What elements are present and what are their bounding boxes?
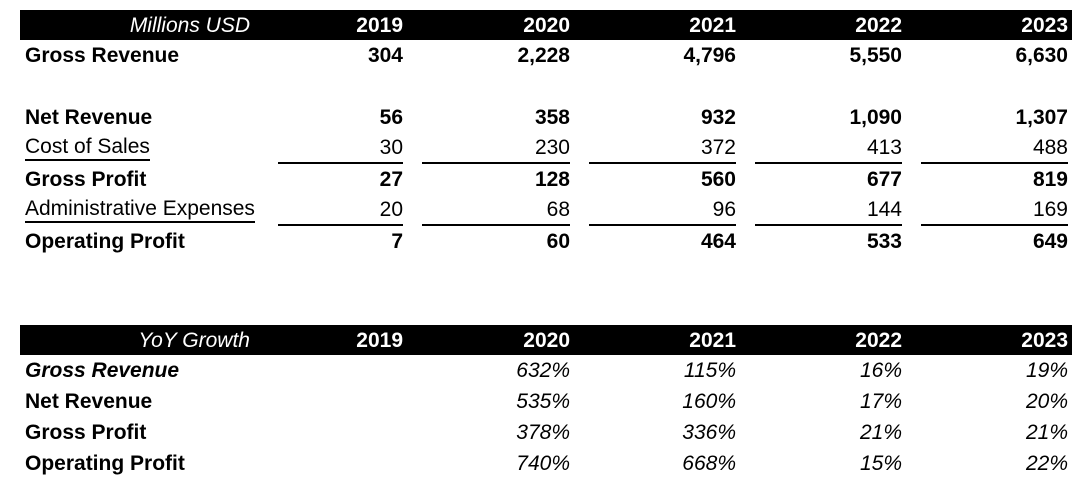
income-table-title: Millions USD bbox=[129, 13, 250, 37]
year-header-2020: 2020 bbox=[523, 13, 570, 37]
accounting-underline: 372 bbox=[589, 133, 736, 164]
growth-table-header-row: YoY Growth 2019 2020 2021 2022 2023 bbox=[20, 325, 1072, 355]
value-cell: 4,796 bbox=[683, 44, 736, 67]
income-statement-table: Millions USD 2019 2020 2021 2022 2023 Gr… bbox=[20, 10, 1072, 257]
row-label: Cost of Sales bbox=[20, 136, 259, 161]
value-cell: 56 bbox=[379, 106, 403, 129]
value-cell: 15% bbox=[859, 452, 902, 475]
row-gross-revenue-growth: Gross Revenue 632% 115% 16% 19% bbox=[20, 355, 1072, 386]
value-cell: 21% bbox=[859, 421, 902, 444]
value-cell: 336% bbox=[682, 421, 736, 444]
spacer-row bbox=[20, 71, 1072, 102]
underlined-label: Cost of Sales bbox=[25, 136, 150, 161]
value-cell: 372 bbox=[570, 133, 736, 164]
value-cell: 19% bbox=[1025, 359, 1068, 382]
year-header-2020: 2020 bbox=[523, 328, 570, 352]
year-header-2019: 2019 bbox=[356, 328, 403, 352]
value-cell: 144 bbox=[736, 195, 902, 226]
value-cell: 21% bbox=[1025, 421, 1068, 444]
year-header-2023: 2023 bbox=[1021, 13, 1068, 37]
year-header-2023: 2023 bbox=[1021, 328, 1068, 352]
year-header-2022: 2022 bbox=[855, 13, 902, 37]
value-cell: 1,307 bbox=[1015, 106, 1068, 129]
value-cell: 96 bbox=[570, 195, 736, 226]
row-cost-of-sales: Cost of Sales 30 230 372 413 488 bbox=[20, 133, 1072, 164]
value-cell: 649 bbox=[1032, 230, 1068, 253]
accounting-underline: 96 bbox=[589, 195, 736, 226]
row-operating-profit-growth: Operating Profit 740% 668% 15% 22% bbox=[20, 448, 1072, 479]
value-cell: 30 bbox=[259, 133, 403, 164]
value-cell: 60 bbox=[546, 230, 570, 253]
value-cell: 20% bbox=[1025, 390, 1068, 413]
year-header-2019: 2019 bbox=[356, 13, 403, 37]
value-cell: 68 bbox=[403, 195, 570, 226]
value-cell: 115% bbox=[683, 359, 736, 382]
row-label: Gross Revenue bbox=[25, 44, 180, 67]
value-cell: 7 bbox=[391, 230, 403, 253]
row-label: Net Revenue bbox=[25, 106, 153, 129]
row-net-revenue: Net Revenue 56 358 932 1,090 1,307 bbox=[20, 102, 1072, 133]
row-label: Gross Profit bbox=[25, 168, 147, 191]
row-net-revenue-growth: Net Revenue 535% 160% 17% 20% bbox=[20, 386, 1072, 417]
value-cell: 17% bbox=[859, 390, 902, 413]
value-cell: 740% bbox=[516, 452, 570, 475]
value-cell: 1,090 bbox=[849, 106, 902, 129]
row-administrative-expenses: Administrative Expenses 20 68 96 144 169 bbox=[20, 195, 1072, 226]
value-cell: 464 bbox=[700, 230, 736, 253]
accounting-underline: 20 bbox=[278, 195, 403, 226]
row-label: Gross Revenue bbox=[25, 359, 180, 382]
row-operating-profit: Operating Profit 7 60 464 533 649 bbox=[20, 226, 1072, 257]
accounting-underline: 413 bbox=[755, 133, 902, 164]
value-cell: 230 bbox=[403, 133, 570, 164]
accounting-underline: 68 bbox=[422, 195, 570, 226]
income-table-header-row: Millions USD 2019 2020 2021 2022 2023 bbox=[20, 10, 1072, 40]
value-cell: 533 bbox=[866, 230, 902, 253]
growth-table-title: YoY Growth bbox=[138, 328, 250, 352]
underlined-label: Administrative Expenses bbox=[25, 198, 255, 223]
value-cell: 358 bbox=[534, 106, 570, 129]
value-cell: 6,630 bbox=[1015, 44, 1068, 67]
year-header-2021: 2021 bbox=[689, 328, 736, 352]
value-cell: 413 bbox=[736, 133, 902, 164]
row-label: Net Revenue bbox=[25, 390, 153, 413]
value-cell: 22% bbox=[1025, 452, 1068, 475]
value-cell: 2,228 bbox=[517, 44, 570, 67]
value-cell: 378% bbox=[516, 421, 570, 444]
accounting-underline: 230 bbox=[422, 133, 570, 164]
value-cell: 560 bbox=[700, 168, 736, 191]
value-cell: 169 bbox=[902, 195, 1072, 226]
value-cell: 932 bbox=[700, 106, 736, 129]
accounting-underline: 169 bbox=[921, 195, 1068, 226]
accounting-underline: 488 bbox=[921, 133, 1068, 164]
accounting-underline: 144 bbox=[755, 195, 902, 226]
row-label: Operating Profit bbox=[25, 452, 185, 475]
value-cell: 535% bbox=[516, 390, 570, 413]
value-cell: 677 bbox=[866, 168, 902, 191]
value-cell: 160% bbox=[682, 390, 736, 413]
value-cell: 304 bbox=[367, 44, 403, 67]
value-cell: 128 bbox=[534, 168, 570, 191]
value-cell: 27 bbox=[379, 168, 403, 191]
row-label: Administrative Expenses bbox=[20, 198, 259, 223]
value-cell: 5,550 bbox=[849, 44, 902, 67]
value-cell: 488 bbox=[902, 133, 1072, 164]
value-cell: 632% bbox=[516, 359, 570, 382]
row-gross-profit: Gross Profit 27 128 560 677 819 bbox=[20, 164, 1072, 195]
value-cell: 819 bbox=[1032, 168, 1068, 191]
row-label: Operating Profit bbox=[25, 230, 185, 253]
year-header-2022: 2022 bbox=[855, 328, 902, 352]
year-header-2021: 2021 bbox=[689, 13, 736, 37]
row-gross-profit-growth: Gross Profit 378% 336% 21% 21% bbox=[20, 417, 1072, 448]
yoy-growth-table: YoY Growth 2019 2020 2021 2022 2023 Gros… bbox=[20, 325, 1072, 479]
value-cell: 16% bbox=[859, 359, 902, 382]
accounting-underline: 30 bbox=[278, 133, 403, 164]
value-cell: 668% bbox=[682, 452, 736, 475]
value-cell: 20 bbox=[259, 195, 403, 226]
row-gross-revenue: Gross Revenue 304 2,228 4,796 5,550 6,63… bbox=[20, 40, 1072, 71]
row-label: Gross Profit bbox=[25, 421, 147, 444]
